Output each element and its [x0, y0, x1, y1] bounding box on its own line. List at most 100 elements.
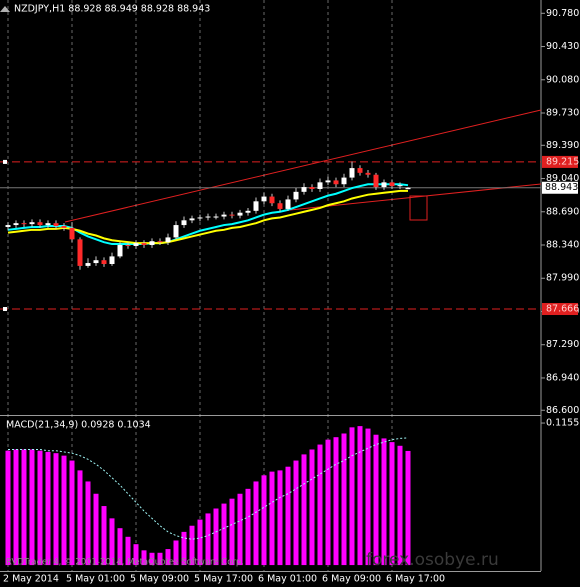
- y-tick-label: 89.040: [546, 173, 579, 184]
- symbol-icon: [0, 6, 10, 12]
- histogram-bar: [125, 536, 131, 566]
- x-tick-label: 2 May 2014: [3, 574, 59, 585]
- histogram-bar: [157, 552, 163, 566]
- histogram-bar: [109, 518, 115, 566]
- histogram-bar: [213, 508, 219, 566]
- histogram-bar: [349, 427, 355, 566]
- y-tick-label: 87.290: [546, 339, 579, 350]
- candle-body: [285, 199, 291, 209]
- candle-body: [197, 217, 203, 219]
- y-tick-label: 86.940: [546, 372, 579, 383]
- histogram-bar: [141, 550, 147, 566]
- x-tick-label: 5 May 01:00: [66, 574, 125, 585]
- site-watermark: forex.osobye.ru: [366, 550, 499, 570]
- level-dot: [3, 307, 7, 312]
- histogram-bar: [277, 470, 283, 566]
- price-label-box: [542, 181, 578, 194]
- histogram-bar: [69, 460, 75, 566]
- histogram-bar: [253, 481, 259, 566]
- histogram-bar: [293, 460, 299, 566]
- histogram-bar: [365, 428, 371, 566]
- y-tick-label: 86.600: [546, 405, 579, 416]
- candle-body: [125, 245, 131, 247]
- candle-body: [341, 177, 347, 185]
- histogram-bar: [357, 426, 363, 566]
- candle-body: [317, 182, 323, 189]
- candle-body: [189, 218, 195, 221]
- histogram-bar: [269, 471, 275, 566]
- histogram-bar: [29, 449, 35, 566]
- histogram-bar: [309, 449, 315, 566]
- histogram-bar: [61, 455, 67, 566]
- candle-body: [53, 223, 59, 227]
- y-tick-label: 88.340: [546, 240, 579, 251]
- moving-average: [7, 189, 408, 245]
- candle-body: [309, 187, 315, 189]
- candle-body: [237, 212, 243, 216]
- candle-body: [141, 243, 147, 246]
- candle-body: [325, 180, 331, 183]
- candle-body: [381, 182, 387, 188]
- histogram-bar: [397, 445, 403, 566]
- candle-body: [333, 180, 339, 185]
- level-label: 89.215: [546, 156, 579, 167]
- histogram-bar: [405, 450, 411, 566]
- histogram-bar: [229, 498, 235, 566]
- candle-body: [117, 245, 123, 257]
- candle-body: [5, 225, 11, 227]
- candle-body: [149, 241, 155, 246]
- histogram-bar: [261, 475, 267, 566]
- histogram-bar: [189, 525, 195, 566]
- macd-title: MACD(21,34,9) 0.0928 0.1034: [6, 420, 151, 431]
- candle-body: [245, 210, 251, 213]
- histogram-bar: [101, 506, 107, 566]
- candle-body: [61, 226, 67, 228]
- histogram-bar: [93, 493, 99, 566]
- y-tick-label: 89.390: [546, 140, 579, 151]
- candle-body: [101, 260, 107, 265]
- y-tick-label: 0.1155: [546, 418, 579, 429]
- candle-body: [69, 227, 75, 240]
- histogram-bar: [165, 549, 171, 566]
- histogram-bar: [373, 434, 379, 566]
- candle-body: [21, 223, 27, 225]
- histogram-bar: [181, 531, 187, 566]
- candle-body: [37, 222, 43, 226]
- y-tick-label: 90.430: [546, 41, 579, 52]
- level-label-box: [542, 155, 578, 168]
- histogram-bar: [221, 503, 227, 566]
- candle-body: [93, 260, 99, 264]
- candle-body: [85, 263, 91, 266]
- x-tick-label: 6 May 01:00: [258, 574, 317, 585]
- histogram-bar: [77, 470, 83, 566]
- candle-body: [29, 222, 35, 225]
- candle-body: [389, 182, 395, 187]
- histogram-bar: [133, 544, 139, 566]
- candle-body: [357, 168, 363, 173]
- trend-line: [64, 109, 542, 223]
- candle-body: [213, 216, 219, 218]
- x-tick-label: 5 May 17:00: [194, 574, 253, 585]
- candle-body: [133, 243, 139, 246]
- histogram-bar: [381, 438, 387, 566]
- histogram-bar: [341, 433, 347, 566]
- candle-body: [405, 187, 411, 190]
- histogram-bar: [325, 439, 331, 566]
- candle-body: [397, 185, 403, 187]
- y-tick-label: 90.080: [546, 74, 579, 85]
- trend-line: [289, 183, 542, 211]
- histogram-bar: [389, 442, 395, 566]
- chart-title: NZDJPY,H1 88.928 88.949 88.928 88.943: [14, 4, 210, 15]
- y-tick-label: 87.990: [546, 273, 579, 284]
- y-tick-label: 89.730: [546, 108, 579, 119]
- histogram-bar: [5, 450, 11, 566]
- candle-body: [221, 214, 227, 217]
- x-tick-label: 5 May 09:00: [130, 574, 189, 585]
- level-dot: [3, 159, 7, 164]
- y-tick-label: 88.690: [546, 206, 579, 217]
- candle-body: [13, 223, 19, 226]
- candle-body: [157, 241, 163, 243]
- level-label: 87.666: [546, 304, 579, 315]
- histogram-bar: [37, 450, 43, 566]
